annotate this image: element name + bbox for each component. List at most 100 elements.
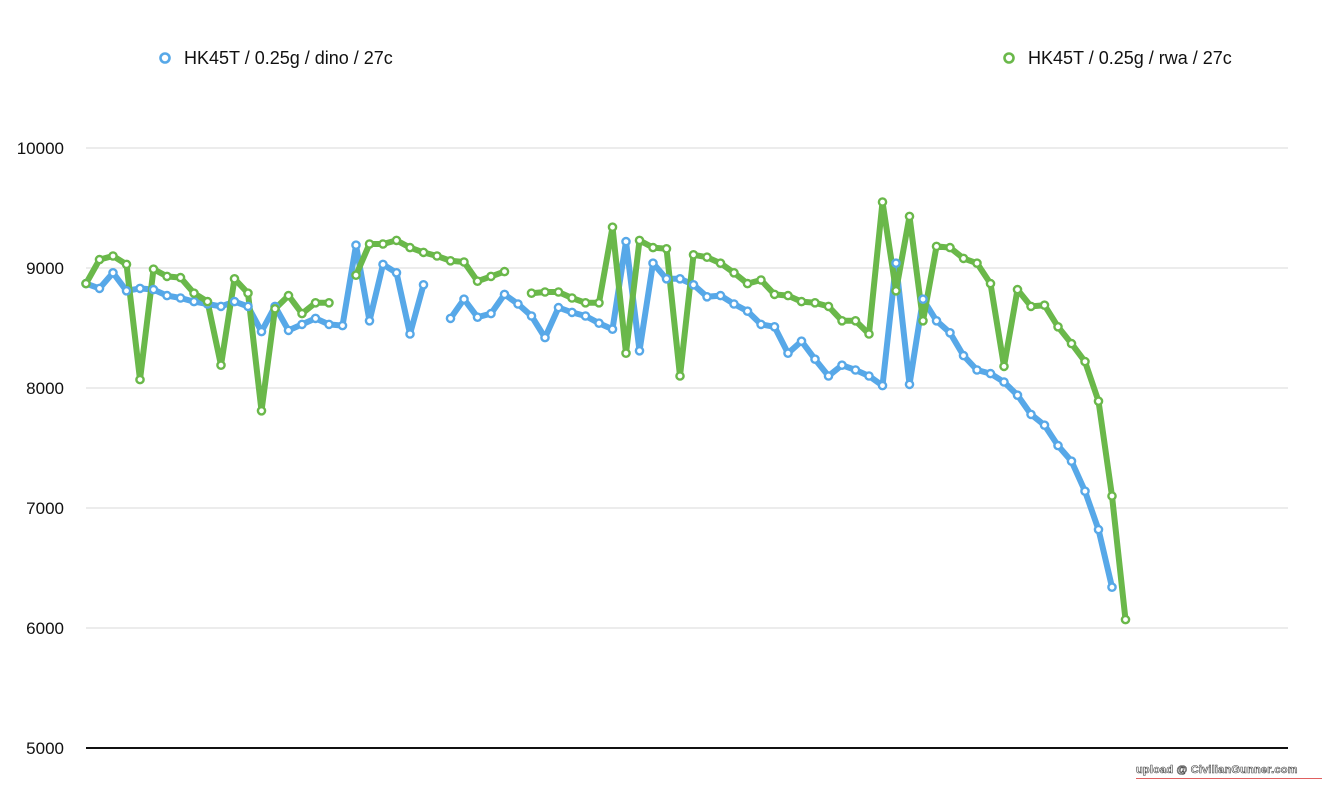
data-point xyxy=(432,251,442,261)
series-points xyxy=(81,197,1131,625)
data-point xyxy=(837,315,847,326)
data-point xyxy=(229,273,240,284)
data-point xyxy=(175,272,186,283)
data-point xyxy=(675,371,685,381)
data-point xyxy=(823,371,834,381)
data-point xyxy=(1120,614,1131,625)
legend-item-rwa: HK45T / 0.25g / rwa / 27c xyxy=(1002,46,1232,70)
data-point xyxy=(135,283,145,294)
data-point xyxy=(945,242,955,253)
data-point xyxy=(243,288,253,299)
data-point xyxy=(216,360,226,371)
data-point xyxy=(783,348,793,359)
data-point xyxy=(175,293,186,303)
data-point xyxy=(364,239,375,249)
series-line-1 xyxy=(83,199,1129,623)
data-point xyxy=(904,211,915,222)
data-point xyxy=(1066,456,1077,467)
data-point xyxy=(162,290,172,301)
data-point xyxy=(594,297,604,308)
data-point xyxy=(1053,440,1063,451)
data-point xyxy=(756,275,766,285)
data-point xyxy=(729,299,739,309)
y-tick-label: 6000 xyxy=(26,619,64,638)
y-tick-label: 5000 xyxy=(26,739,64,758)
data-point xyxy=(891,285,901,296)
data-point xyxy=(310,313,321,324)
data-point xyxy=(756,319,766,330)
data-point xyxy=(553,287,564,297)
data-point xyxy=(243,301,253,312)
data-point xyxy=(742,306,753,317)
data-point xyxy=(580,297,591,308)
data-point xyxy=(310,297,321,308)
data-point xyxy=(918,315,928,326)
data-point xyxy=(810,354,820,365)
data-point xyxy=(1012,390,1023,401)
data-point xyxy=(472,312,483,323)
data-point xyxy=(108,267,118,278)
data-point xyxy=(499,266,510,277)
data-point xyxy=(297,308,307,319)
data-point xyxy=(567,307,577,318)
data-point xyxy=(621,236,631,247)
data-point xyxy=(148,264,159,275)
gridlines xyxy=(86,147,1288,629)
data-point xyxy=(621,348,631,359)
data-point xyxy=(202,296,213,307)
data-point xyxy=(675,273,685,284)
data-point xyxy=(283,325,294,336)
data-point xyxy=(324,297,334,308)
data-point xyxy=(499,289,510,300)
data-point xyxy=(540,287,550,297)
data-point xyxy=(553,302,564,313)
data-point xyxy=(580,311,591,321)
data-point xyxy=(378,239,388,249)
data-point xyxy=(648,258,658,269)
legend-label-dino: HK45T / 0.25g / dino / 27c xyxy=(184,47,393,68)
data-point xyxy=(810,297,820,308)
data-point xyxy=(81,278,91,289)
data-point xyxy=(877,380,888,391)
data-point xyxy=(864,329,874,339)
data-point xyxy=(634,345,645,356)
data-point xyxy=(513,299,523,309)
data-point xyxy=(742,278,753,289)
data-point xyxy=(135,374,145,385)
data-point xyxy=(796,296,807,307)
data-point xyxy=(94,283,105,294)
y-tick-label: 9000 xyxy=(26,259,64,278)
data-point xyxy=(324,319,334,330)
data-point xyxy=(688,249,699,260)
data-point xyxy=(634,235,645,246)
data-point xyxy=(864,371,874,381)
data-point xyxy=(1080,486,1090,497)
data-point xyxy=(1012,284,1023,295)
data-point xyxy=(796,336,807,347)
legend-marker-dino xyxy=(159,52,171,64)
data-point xyxy=(837,360,847,371)
data-point xyxy=(904,379,915,390)
data-point xyxy=(783,290,793,301)
data-point xyxy=(445,255,456,266)
data-point xyxy=(931,315,942,326)
data-point xyxy=(445,313,456,324)
data-point xyxy=(607,324,618,335)
data-point xyxy=(823,301,834,312)
data-point xyxy=(297,319,307,330)
data-point xyxy=(918,294,928,305)
data-point xyxy=(729,267,739,278)
data-point xyxy=(94,254,105,265)
data-point xyxy=(459,257,469,267)
data-point xyxy=(540,332,550,343)
watermark: upload @ CivilianGunner.com xyxy=(1136,764,1322,779)
data-point xyxy=(891,258,901,269)
data-point xyxy=(850,365,861,375)
data-point xyxy=(958,350,969,361)
data-point xyxy=(877,197,888,207)
data-point xyxy=(607,222,618,232)
data-point xyxy=(391,235,402,246)
data-point xyxy=(148,284,159,295)
data-point xyxy=(769,321,780,332)
data-point xyxy=(256,405,267,416)
